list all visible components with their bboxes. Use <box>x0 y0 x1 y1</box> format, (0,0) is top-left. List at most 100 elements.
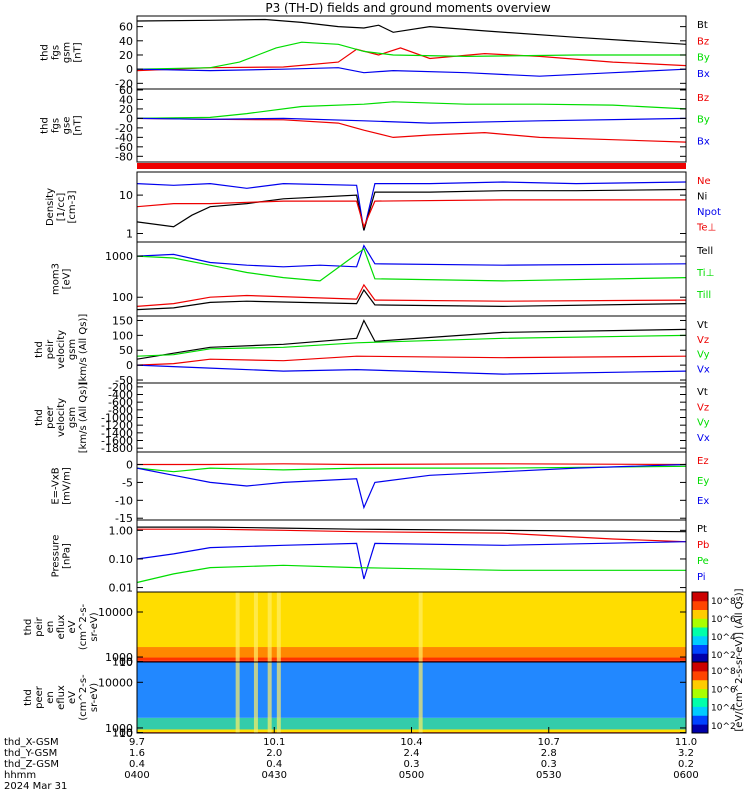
colorbar-units-text: [eV/(cm^2-s-sr-eV)] (All Qs)] <box>734 588 745 731</box>
y-tick-label: 10 <box>119 189 133 202</box>
series-line-ez <box>137 464 686 465</box>
spectrogram-event-stripe <box>419 592 423 662</box>
orbit-row-value: 0430 <box>262 770 287 781</box>
orbit-row-label: thd_X-GSM <box>4 737 59 748</box>
legend-entry: Tell <box>696 246 713 257</box>
series-line-bx <box>137 68 686 77</box>
orbit-row-value: 0.3 <box>541 759 557 770</box>
y-tick-label: -200 <box>108 381 133 394</box>
y-axis-label-line: eflux <box>56 615 67 640</box>
series-line-pi <box>137 542 686 579</box>
orbit-row-value: 10.4 <box>400 737 422 748</box>
y-axis-label-line: peer <box>45 405 56 429</box>
legend-entry: Ti⊥ <box>696 268 714 279</box>
colorbar-segment <box>692 706 708 715</box>
orbit-row-label: hhmm <box>4 770 36 781</box>
orbit-row-label: thd_Y-GSM <box>4 748 57 759</box>
y-axis-label-line: [nT] <box>73 115 84 135</box>
legend-entry: Te⊥ <box>696 223 716 234</box>
spectrogram-band <box>137 592 686 647</box>
y-tick-label: -15 <box>115 512 133 525</box>
orbit-row-value: 0530 <box>536 770 561 781</box>
plot-title: P3 (TH-D) fields and ground moments over… <box>265 1 550 15</box>
legend-entry: Vy <box>697 350 710 361</box>
y-tick-label: 60 <box>119 21 133 34</box>
y-axis-label-line: [nPa] <box>62 543 73 569</box>
spectrogram-event-stripe <box>268 592 272 662</box>
y-axis-label-line: [1/cc] <box>56 193 67 222</box>
spectrogram-event-stripe <box>254 662 258 733</box>
colorbar-segment <box>692 601 708 610</box>
spectrogram-event-stripe <box>277 592 281 662</box>
y-axis-label-line: [eV] <box>62 269 73 290</box>
y-axis-label-line: [km/s (All Qs)] <box>78 382 89 454</box>
series-line-vt <box>137 321 686 360</box>
orbit-row-value: 0.2 <box>678 759 694 770</box>
spectrogram-event-stripe <box>277 662 281 733</box>
series-line-pe <box>137 565 686 582</box>
series-line-ni <box>137 190 686 231</box>
y-axis-label-line: [mV/m] <box>62 467 73 505</box>
y-axis-label-line: thd <box>40 117 51 134</box>
series-line-vz <box>137 356 686 365</box>
y-axis-label-line: eflux <box>56 685 67 710</box>
orbit-row-value: 3.2 <box>678 748 694 759</box>
series-line-by <box>137 42 686 69</box>
legend-entry: Vx <box>697 364 710 375</box>
y-tick-label: 0 <box>126 459 133 472</box>
spectrogram-event-stripe <box>419 662 423 733</box>
y-axis-label-line: (cm^2-s- <box>78 603 89 650</box>
series-line-te⊥ <box>137 285 686 307</box>
orbit-row-value: 0.4 <box>129 759 145 770</box>
legend-entry: Pt <box>697 524 707 535</box>
series-line-bx <box>137 118 686 123</box>
series-line-ne <box>137 200 686 227</box>
y-axis-label-line: sr-eV) <box>89 683 100 712</box>
series-line-tell <box>137 290 686 310</box>
date-label: 2024 Mar 31 <box>4 781 67 792</box>
legend-entry: Vz <box>697 402 709 413</box>
orbit-row-value: 0500 <box>399 770 424 781</box>
colorbar-tick-label: 10^6 <box>711 615 736 625</box>
quality-flag-bar <box>137 163 686 169</box>
y-axis-label: mom3[eV] <box>51 263 73 295</box>
y-tick-label: 1000 <box>105 250 133 263</box>
orbit-row-value: 11.0 <box>675 737 697 748</box>
y-axis-label-line: E=-VxB <box>51 467 62 504</box>
y-axis-label-line: (cm^2-s- <box>78 674 89 721</box>
y-tick-label: 1000 <box>105 651 133 664</box>
y-tick-label: 20 <box>119 49 133 62</box>
colorbar-segment <box>692 662 708 671</box>
y-axis-label-line: thd <box>40 44 51 61</box>
y-axis-label-line: thd <box>34 409 45 426</box>
y-tick-label: 100 <box>112 291 133 304</box>
orbit-row-value: 10.1 <box>263 737 285 748</box>
legend-entry: Vt <box>697 320 708 331</box>
legend-entry: By <box>697 53 710 64</box>
y-axis-label-line: sr-eV) <box>89 612 100 641</box>
legend-entry: Bx <box>697 69 710 80</box>
orbit-row-value: 2.0 <box>266 748 282 759</box>
spectrogram-event-stripe <box>236 662 240 733</box>
y-axis-label-line: [km/s (All Qs)] <box>78 314 89 386</box>
colorbar-segment <box>692 698 708 707</box>
y-tick-label: -10 <box>115 494 133 507</box>
y-axis-label-line: thd <box>23 619 34 636</box>
y-axis-label-line: Density <box>45 188 56 226</box>
y-axis-label-line: gse <box>62 117 73 135</box>
legend-entry: Vt <box>697 387 708 398</box>
legend-entry: Bt <box>697 20 708 31</box>
colorbar-segment <box>692 592 708 601</box>
orbit-row-value: 2.8 <box>541 748 557 759</box>
series-line-bz <box>137 48 686 71</box>
orbit-row-value: 0.4 <box>266 759 282 770</box>
